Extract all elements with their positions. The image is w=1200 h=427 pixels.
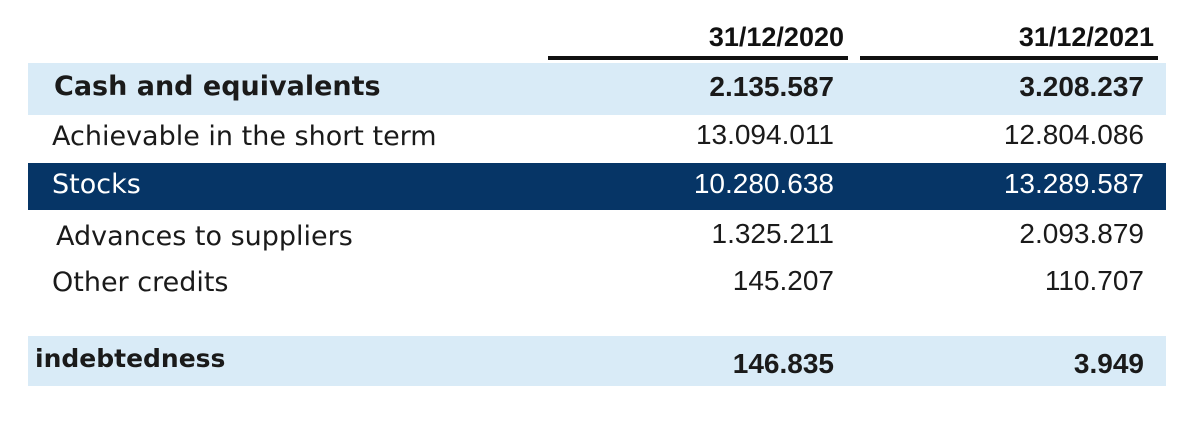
value-2020: 1.325.211: [711, 218, 835, 249]
table-row-stocks: Stocks 10.280.638 13.289.587: [28, 163, 1166, 210]
row-label: Cash and equivalents: [54, 71, 381, 102]
value-2020: 146.835: [732, 348, 834, 379]
value-2021: 3.949: [1073, 348, 1144, 379]
value-2020: 13.094.011: [695, 119, 834, 150]
value-2020: 2.135.587: [709, 71, 834, 102]
table-row-other-credits: Other credits 145.207 110.707: [28, 262, 1166, 310]
table-row-advances: Advances to suppliers 1.325.211 2.093.87…: [28, 212, 1166, 262]
value-2020: 10.280.638: [693, 168, 834, 199]
value-2021: 2.093.879: [1019, 218, 1144, 249]
row-label: indebtedness: [35, 344, 226, 373]
table-row-cash: Cash and equivalents 2.135.587 3.208.237: [28, 63, 1166, 115]
column-header-2021: 31/12/2021: [860, 18, 1158, 60]
row-label: Advances to suppliers: [56, 221, 353, 252]
column-header-2020: 31/12/2020: [548, 18, 848, 60]
row-label: Stocks: [52, 169, 141, 200]
value-2021: 13.289.587: [1003, 168, 1144, 199]
value-2021: 3.208.237: [1019, 71, 1144, 102]
table-row-achievable: Achievable in the short term 13.094.011 …: [28, 115, 1166, 163]
row-label: Achievable in the short term: [52, 121, 437, 152]
row-label: Other credits: [52, 267, 229, 298]
value-2021: 110.707: [1044, 265, 1144, 296]
table-row-indebtedness: indebtedness 146.835 3.949: [28, 336, 1166, 386]
value-2021: 12.804.086: [1003, 119, 1144, 150]
value-2020: 145.207: [732, 265, 834, 296]
